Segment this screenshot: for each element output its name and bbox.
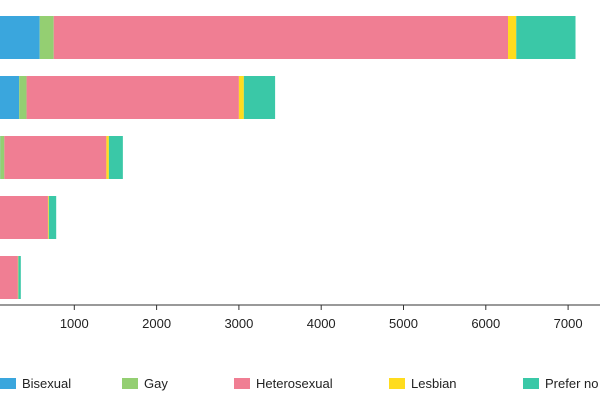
bar-segment-gay-row-2 — [19, 76, 27, 119]
x-tick-label: 5000 — [389, 316, 418, 331]
x-tick-label: 2000 — [142, 316, 171, 331]
legend-swatch — [122, 377, 138, 389]
x-tick-label: 6000 — [471, 316, 500, 331]
bar-segment-prefer-no-row-2 — [243, 76, 276, 119]
legend-label: Bisexual — [22, 375, 72, 391]
bar-segment-gay-row-1 — [39, 16, 54, 59]
x-axis-ticks: 1000 2000 3000 4000 5000 6000 7000 — [60, 305, 583, 331]
legend-item-prefer-no: Prefer no — [523, 374, 598, 392]
legend-swatch — [0, 377, 16, 389]
x-tick-label: 7000 — [554, 316, 583, 331]
bar-segment-prefer-no-row-1 — [516, 16, 576, 59]
x-tick-label: 3000 — [224, 316, 253, 331]
legend-swatch — [234, 377, 250, 389]
bar-segment-heterosexual-row-3 — [4, 136, 107, 179]
bar-segment-prefer-no-row-4 — [48, 196, 57, 239]
bar-segment-heterosexual-row-4 — [0, 196, 48, 239]
legend-label: Prefer no — [545, 375, 599, 391]
legend-item-heterosexual: Heterosexual — [234, 374, 333, 392]
bar-segment-bisexual-row-1 — [0, 16, 40, 59]
bar-segment-heterosexual-row-2 — [26, 76, 239, 119]
bar-segment-bisexual-row-2 — [0, 76, 20, 119]
bar-segment-gay-row-3 — [0, 136, 5, 179]
legend-item-lesbian: Lesbian — [389, 374, 457, 392]
x-tick-label: 4000 — [307, 316, 336, 331]
legend-swatch — [523, 377, 539, 389]
bars — [0, 16, 576, 299]
x-tick-label: 1000 — [60, 316, 89, 331]
legend: Bisexual Gay Heterosexual Lesbian Prefer no — [0, 374, 600, 392]
legend-label: Lesbian — [411, 375, 457, 391]
bar-segment-lesbian-row-3 — [106, 136, 109, 179]
legend-label: Gay — [144, 375, 168, 391]
bar-segment-heterosexual-row-5 — [0, 256, 18, 299]
legend-item-bisexual: Bisexual — [0, 374, 71, 392]
legend-label: Heterosexual — [256, 375, 333, 391]
bar-segment-prefer-no-row-5 — [18, 256, 21, 299]
bar-segment-lesbian-row-1 — [508, 16, 517, 59]
bar-segment-prefer-no-row-3 — [108, 136, 123, 179]
legend-swatch — [389, 377, 405, 389]
legend-item-gay: Gay — [122, 374, 168, 392]
bar-segment-lesbian-row-2 — [238, 76, 244, 119]
bar-segment-heterosexual-row-1 — [53, 16, 509, 59]
bar-segment-lesbian-row-4 — [47, 196, 49, 239]
